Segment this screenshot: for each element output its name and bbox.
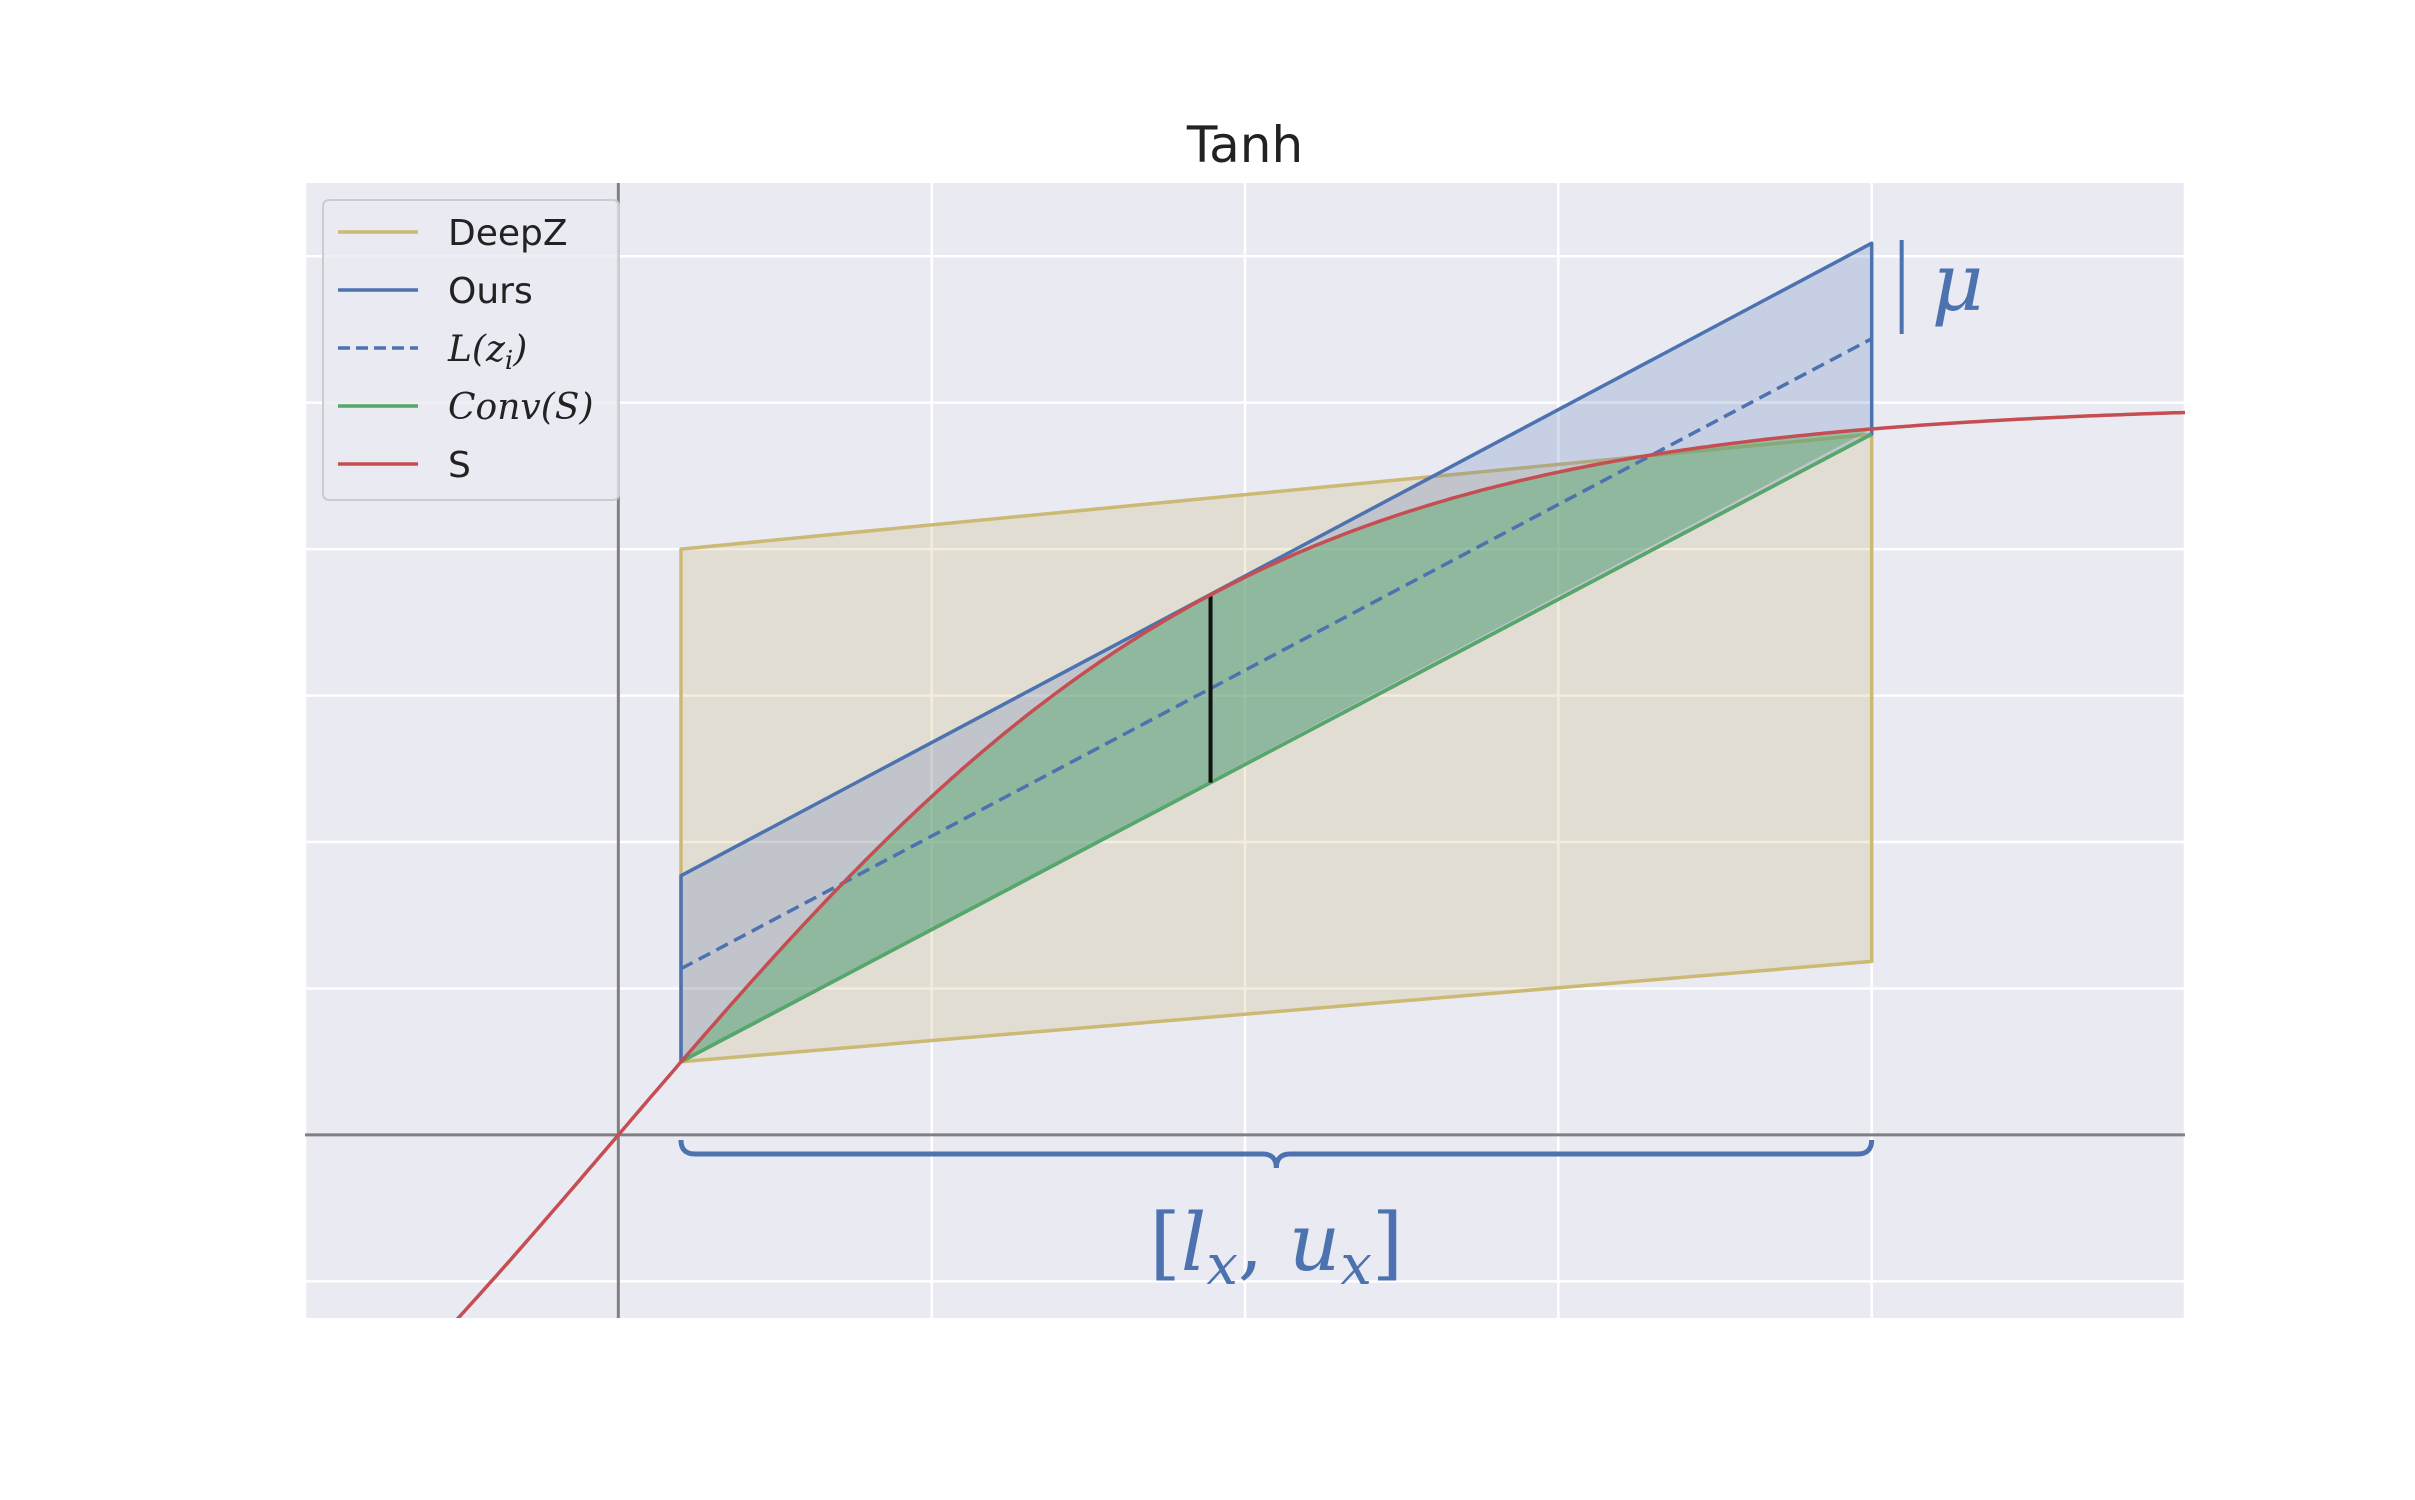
- conv-lower-line: [680, 432, 1873, 1064]
- subscript: x: [1340, 1233, 1372, 1298]
- chart-title: Tanh: [1186, 116, 1303, 174]
- s-curve: [455, 410, 2185, 1318]
- interval-brace: [678, 1139, 1875, 1169]
- legend: DeepZ Ours L(zi) Conv(S) S: [322, 199, 620, 501]
- legend-label-s: S: [448, 445, 471, 486]
- plot-marks: [455, 241, 2185, 1318]
- legend-label-deepz: DeepZ: [448, 213, 568, 254]
- legend-label-ours: Ours: [448, 271, 533, 312]
- lzi-line: [680, 337, 1873, 971]
- legend-box: [322, 199, 620, 501]
- mu-label: μ: [1932, 236, 1984, 329]
- legend-label-conv: Conv(S): [448, 387, 594, 428]
- subscript: x: [1206, 1233, 1238, 1298]
- interval-label: [lx, ux]: [1150, 1196, 1404, 1298]
- annotations: μ [lx, ux]: [678, 236, 1984, 1298]
- legend-label-lzi: L(zi): [447, 329, 527, 376]
